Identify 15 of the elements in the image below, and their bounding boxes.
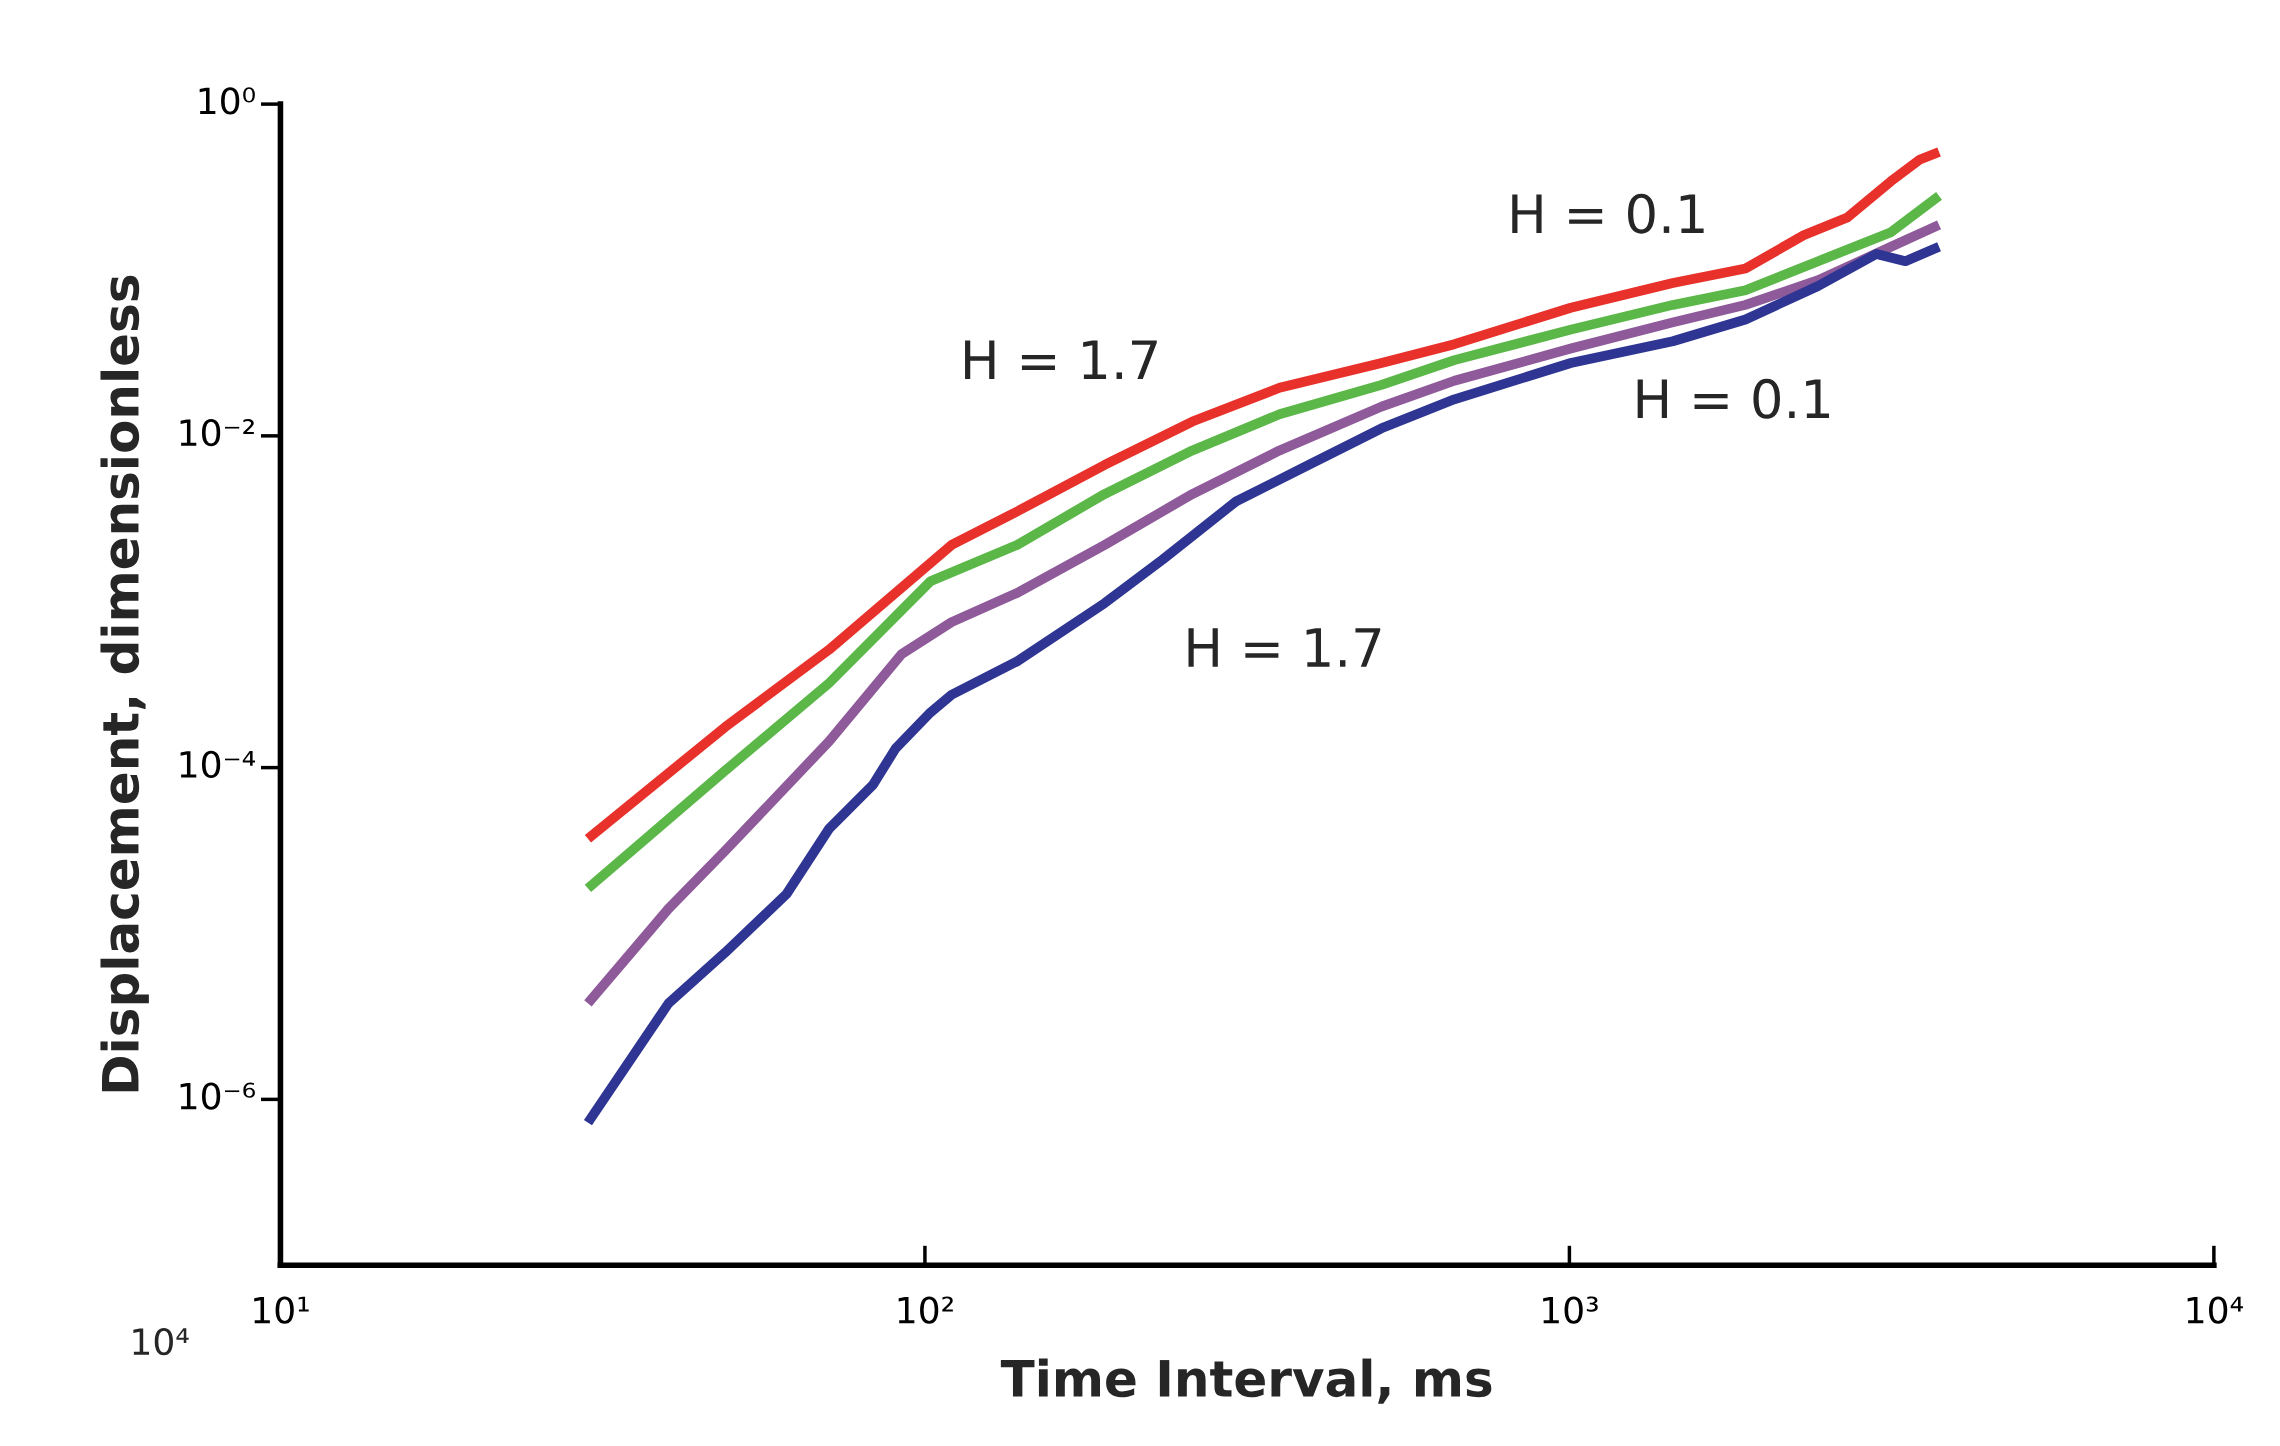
y-axis-title: Displacement, dimensionless	[100, 275, 149, 1092]
x-axis-title: Time Interval, ms	[1000, 1358, 1492, 1404]
x-tick-label: 10³	[1543, 1296, 1598, 1324]
annotation: H = 1.7	[1188, 628, 1381, 667]
y-tick-label: 10⁰	[199, 87, 255, 115]
annotation: H = 0.1	[1637, 378, 1829, 419]
x-tick-label: 10⁴	[2187, 1296, 2243, 1324]
text: 10⁴	[133, 1327, 189, 1356]
annotation: H = 0.1	[1512, 193, 1704, 234]
annotation: H = 1.7	[965, 340, 1157, 379]
x-tick-label: 10²	[898, 1296, 953, 1324]
y-tick-label: 10⁻⁴	[180, 750, 255, 779]
y-tick-label: 10⁻⁶	[180, 1082, 255, 1110]
y-tick-label: 10⁻²	[180, 419, 254, 447]
x-tick-label: 10¹	[254, 1296, 309, 1324]
